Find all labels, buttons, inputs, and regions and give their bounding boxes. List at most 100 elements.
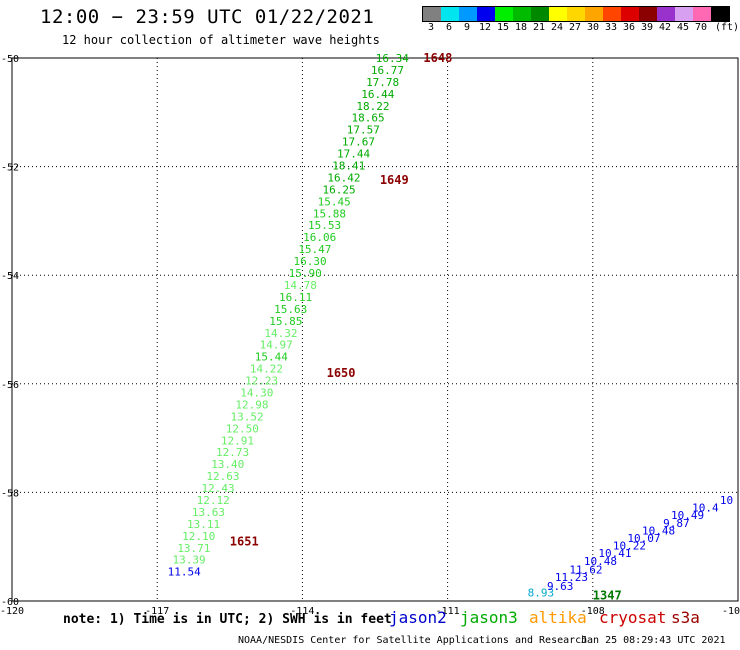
colorbar-tick-label: 45 bbox=[676, 22, 690, 33]
wave-height-value: 13.52 bbox=[231, 410, 264, 423]
wave-height-value: 18.22 bbox=[356, 100, 389, 113]
map-title: 12:00 − 23:59 UTC 01/22/2021 bbox=[40, 6, 375, 28]
latitude-label: -54 bbox=[1, 271, 19, 282]
map-frame bbox=[11, 57, 739, 602]
wave-height-value: 17.57 bbox=[347, 124, 380, 137]
colorbar-swatch bbox=[459, 7, 477, 21]
colorbar-swatch bbox=[477, 7, 495, 21]
wave-height-value: 15.47 bbox=[298, 243, 331, 256]
time-label: 1648 bbox=[423, 51, 452, 65]
wave-height-value: 15.44 bbox=[255, 351, 288, 364]
satellite-track-values: 16.3416.7717.7816.4418.2218.6517.5717.67… bbox=[168, 52, 734, 599]
wave-height-value: 10 bbox=[720, 494, 733, 507]
colorbar-tick-label: 27 bbox=[568, 22, 582, 33]
track-time-labels: 1648 1649 1650 1651 1347 bbox=[230, 51, 622, 603]
wave-height-value: 12.98 bbox=[235, 398, 268, 411]
wave-height-value: 13.40 bbox=[211, 458, 244, 471]
wave-height-value: 12.73 bbox=[216, 446, 249, 459]
wave-height-colorbar bbox=[422, 6, 730, 22]
satellite-legend-altika: altika bbox=[529, 608, 587, 627]
map-subtitle: 12 hour collection of altimeter wave hei… bbox=[62, 33, 380, 47]
satellite-legend-jason2: jason2 bbox=[389, 608, 447, 627]
map-axis-labels: -120 -117 -114 -111 -108 -10 -50 -52 -54 -56 -58 -6… bbox=[0, 54, 740, 617]
colorbar-tick-label: 18 bbox=[514, 22, 528, 33]
wave-height-value: 16.06 bbox=[303, 231, 336, 244]
footer-note: note: 1) Time is in UTC; 2) SWH is in fe… bbox=[63, 612, 392, 627]
longitude-label: -120 bbox=[0, 606, 24, 617]
wave-height-value: 12.50 bbox=[226, 422, 259, 435]
colorbar-tick-label: 3 bbox=[427, 22, 435, 33]
wave-height-value: 16.42 bbox=[327, 171, 360, 184]
wave-height-value: 16.25 bbox=[323, 183, 356, 196]
wave-height-value: 11.23 bbox=[555, 571, 588, 584]
credit-line: NOAA/NESDIS Center for Satellite Applica… bbox=[238, 635, 588, 646]
colorbar-swatch bbox=[549, 7, 567, 21]
colorbar-swatch bbox=[693, 7, 711, 21]
time-label: 1651 bbox=[230, 534, 259, 548]
time-label: 1650 bbox=[327, 366, 356, 380]
wave-height-value: 17.44 bbox=[337, 148, 370, 161]
wave-height-value: 10.4 bbox=[692, 502, 719, 515]
wave-height-value: 16.44 bbox=[361, 88, 394, 101]
colorbar-swatch bbox=[531, 7, 549, 21]
wave-height-value: 14.32 bbox=[264, 327, 297, 340]
colorbar-tick-label: 36 bbox=[622, 22, 636, 33]
longitude-label: -10 bbox=[722, 606, 740, 617]
colorbar-swatch bbox=[675, 7, 693, 21]
wave-height-value: 9.87 bbox=[663, 517, 690, 530]
colorbar-tick-label: 21 bbox=[532, 22, 546, 33]
wave-height-value: 8.93 bbox=[528, 586, 555, 599]
wave-height-value: 16.77 bbox=[371, 64, 404, 77]
wave-height-value: 14.22 bbox=[250, 363, 283, 376]
map-grid bbox=[12, 58, 738, 601]
wave-height-value: 9.63 bbox=[547, 580, 574, 593]
wave-height-value: 10.48 bbox=[642, 524, 675, 537]
wave-height-value: 14.30 bbox=[240, 386, 273, 399]
satellite-legend-jason3: jason3 bbox=[460, 608, 518, 627]
wave-height-value: 18.65 bbox=[352, 112, 385, 125]
colorbar-tick-label: 12 bbox=[478, 22, 492, 33]
colorbar-tick-label: 30 bbox=[586, 22, 600, 33]
wave-height-value: 18.41 bbox=[332, 160, 365, 173]
colorbar-swatch bbox=[621, 7, 639, 21]
satellite-legend-s3a: s3a bbox=[671, 608, 700, 627]
colorbar-swatch bbox=[423, 7, 441, 21]
wave-height-value: 13.11 bbox=[187, 518, 220, 531]
wave-height-value: 16.30 bbox=[293, 255, 326, 268]
wave-height-value: 16.11 bbox=[279, 291, 312, 304]
latitude-label: -56 bbox=[1, 380, 19, 391]
wave-height-value: 14.78 bbox=[284, 279, 317, 292]
longitude-label: -117 bbox=[145, 606, 169, 617]
wave-height-value: 16.34 bbox=[376, 52, 409, 65]
colorbar-tick-label: 70 bbox=[694, 22, 708, 33]
colorbar-swatch bbox=[513, 7, 531, 21]
wave-height-value: 17.67 bbox=[342, 136, 375, 149]
generation-timestamp: Jan 25 08:29:43 UTC 2021 bbox=[581, 635, 726, 646]
wave-height-value: 12.12 bbox=[197, 494, 230, 507]
wave-height-value: 15.88 bbox=[313, 207, 346, 220]
wave-height-value: 12.23 bbox=[245, 375, 278, 388]
wave-height-value: 13.63 bbox=[192, 506, 225, 519]
wave-height-value: 12.63 bbox=[206, 470, 239, 483]
colorbar-swatch bbox=[567, 7, 585, 21]
colorbar-tick-label: 33 bbox=[604, 22, 618, 33]
colorbar-tick-label: 42 bbox=[658, 22, 672, 33]
longitude-label: -114 bbox=[290, 606, 314, 617]
wave-height-value: 10.49 bbox=[671, 509, 704, 522]
wave-height-value: 10.07 bbox=[627, 532, 660, 545]
colorbar-tick-label: 15 bbox=[496, 22, 510, 33]
wave-height-value: 15.53 bbox=[308, 219, 341, 232]
colorbar-tick-label: 24 bbox=[550, 22, 564, 33]
latitude-label: -50 bbox=[1, 54, 19, 65]
latitude-label: -58 bbox=[1, 488, 19, 499]
wave-height-value: 12.43 bbox=[202, 482, 235, 495]
wave-height-value: 15.63 bbox=[274, 303, 307, 316]
latitude-label: -52 bbox=[1, 163, 19, 174]
time-label: 1649 bbox=[380, 173, 409, 187]
longitude-label: -108 bbox=[581, 606, 605, 617]
colorbar-swatch bbox=[711, 7, 729, 21]
wave-height-value: 10.22 bbox=[613, 540, 646, 553]
time-label: 1347 bbox=[593, 589, 622, 603]
latitude-label: -60 bbox=[1, 597, 19, 608]
